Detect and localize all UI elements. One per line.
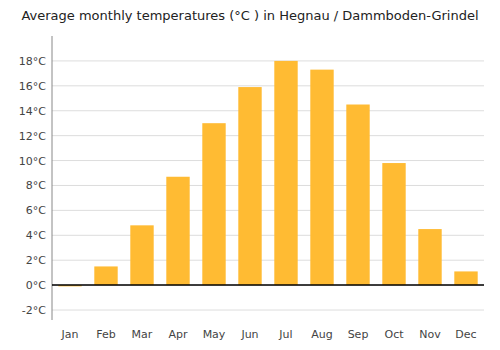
zero-line [52,284,484,286]
x-tick-label: Jan [61,328,79,341]
x-tick-label: Mar [132,328,153,341]
grid-line [52,285,484,286]
chart: Average monthly temperatures (°C ) in He… [0,0,500,350]
grid-line [52,85,484,86]
y-tick-label: 12°C [19,130,46,143]
x-tick-label: Apr [168,328,188,341]
y-tick-label: 18°C [19,55,46,68]
y-tick-label: 0°C [26,279,46,292]
bars [52,61,484,286]
bar [274,61,297,285]
grid-line [52,135,484,136]
bar [166,177,189,285]
y-tick-label: 16°C [19,80,46,93]
y-tick-label: 8°C [26,179,46,192]
grid-line [52,310,484,311]
x-axis: Jan Feb Mar Apr May Jun Jul Aug Sep Oct Nov Dec [61,328,477,341]
bar [454,271,477,285]
y-axis-line [52,36,53,320]
grid-line [52,210,484,211]
x-tick-label: Sep [348,328,369,341]
bar [94,266,117,285]
x-tick-label: Aug [311,328,332,341]
y-tick-label: -2°C [22,304,46,317]
y-tick-label: 6°C [26,204,46,217]
grid-line [52,185,484,186]
bar [310,70,333,285]
x-tick-label: Feb [96,328,115,341]
x-tick-label: Nov [419,328,441,341]
bar [418,229,441,285]
grid-line [52,60,484,61]
y-tick-label: 2°C [26,254,46,267]
x-tick-label: Dec [455,328,476,341]
y-tick-label: 14°C [19,105,46,118]
title: Average monthly temperatures (°C ) in He… [21,8,478,23]
x-tick-label: Jun [240,328,258,341]
page: {"chart_data": {"type": "bar", "title": … [0,0,500,350]
grid [52,61,484,310]
grid-line [52,110,484,111]
bar [346,105,369,286]
y-tick-label: 4°C [26,229,46,242]
bar [130,225,153,285]
y-tick-label: 10°C [19,155,46,168]
grid-line [52,160,484,161]
bar [382,163,405,285]
x-tick-label: Oct [384,328,404,341]
x-tick-label: Jul [278,328,292,341]
y-axis: -2°C 0°C 2°C 4°C 6°C 8°C 10°C 12°C 14°C 16°C 18°C [19,55,46,317]
x-tick-label: May [203,328,226,341]
bar [238,87,261,285]
bar [202,123,225,285]
